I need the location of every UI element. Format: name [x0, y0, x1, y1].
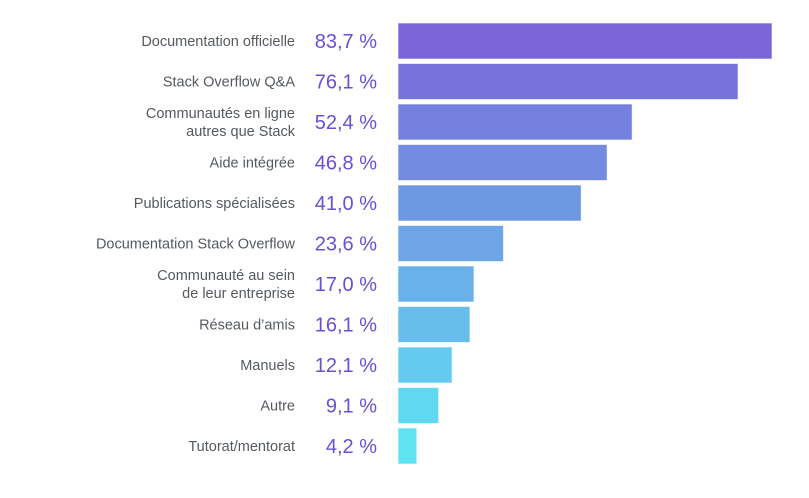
category-label: Communautés en ligne: [146, 106, 295, 122]
value-label: 52,4 %: [315, 112, 377, 134]
value-label: 76,1 %: [315, 72, 377, 94]
value-label: 83,7 %: [315, 31, 377, 53]
bar: [397, 306, 471, 343]
value-label: 46,8 %: [315, 153, 377, 175]
category-label: Autre: [260, 399, 295, 415]
bar: [397, 22, 773, 60]
bar: [397, 346, 453, 384]
bar: [397, 427, 418, 465]
category-label: Documentation officielle: [141, 34, 295, 50]
value-label: 9,1 %: [326, 396, 377, 418]
value-label: 17,0 %: [315, 274, 377, 296]
bar: [397, 225, 504, 262]
bar: [397, 184, 582, 222]
category-labels-group: Documentation officielle Stack Overflow Q…: [96, 34, 296, 455]
value-labels-group: 83,7 % 76,1 % 52,4 % 46,8 % 41,0 % 23,6 % 17,0…: [315, 31, 377, 458]
category-label: Stack Overflow Q&A: [163, 75, 295, 91]
category-label: de leur entreprise: [182, 286, 295, 302]
value-label: 4,2 %: [326, 436, 377, 458]
category-label: Communauté au sein: [157, 268, 295, 284]
value-label: 12,1 %: [315, 355, 377, 377]
category-label: autres que Stack: [186, 124, 296, 140]
category-label: Aide intégrée: [210, 156, 295, 172]
bar: [397, 144, 608, 181]
value-label: 16,1 %: [315, 315, 377, 337]
category-label: Publications spécialisées: [134, 196, 295, 212]
value-label: 41,0 %: [315, 193, 377, 215]
bar: [397, 265, 475, 303]
value-label: 23,6 %: [315, 234, 377, 256]
category-label: Tutorat/mentorat: [188, 439, 295, 455]
category-label: Réseau d’amis: [199, 318, 295, 334]
bar: [397, 63, 739, 100]
bar: [397, 387, 440, 424]
category-label: Documentation Stack Overflow: [96, 237, 296, 253]
bar: [397, 103, 633, 141]
category-label: Manuels: [240, 358, 295, 374]
bars-group: [397, 22, 773, 465]
